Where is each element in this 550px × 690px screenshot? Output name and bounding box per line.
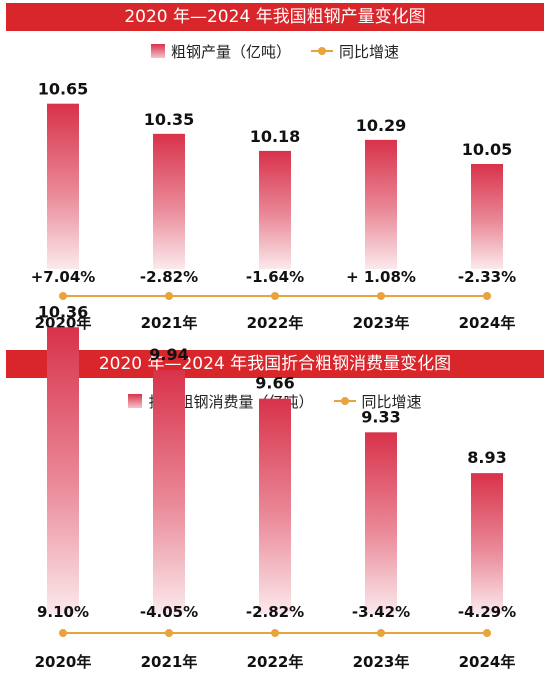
x-tick-label: 2024年 xyxy=(459,653,516,671)
x-tick-label: 2022年 xyxy=(247,653,304,671)
data-label: 10.36 xyxy=(38,302,89,321)
x-tick-label: 2021年 xyxy=(141,653,198,671)
bar xyxy=(365,139,397,269)
growth-point xyxy=(483,292,491,300)
growth-label: -2.82% xyxy=(140,268,198,286)
data-label: 9.66 xyxy=(255,374,294,393)
chart-title: 2020 年—2024 年我国粗钢产量变化图 xyxy=(6,3,544,31)
x-tick-label: 2020年 xyxy=(35,653,92,671)
growth-label: +7.04% xyxy=(31,268,96,286)
legend-item-bar: 粗钢产量（亿吨） xyxy=(150,41,291,62)
legend-line-marker-icon xyxy=(311,47,333,55)
legend-label: 同比增速 xyxy=(361,392,422,411)
growth-label: -1.64% xyxy=(246,268,304,286)
growth-label: -4.05% xyxy=(140,603,198,621)
x-tick-label: 2023年 xyxy=(353,314,410,332)
data-label: 10.35 xyxy=(144,110,195,129)
chart-panel-2: 2020 年—2024 年我国折合粗钢消费量变化图 折合粗钢消费量（亿吨） 同比… xyxy=(0,302,550,690)
legend-line-marker-icon xyxy=(333,397,356,405)
x-tick-label: 2022年 xyxy=(247,314,304,332)
legend-label: 同比增速 xyxy=(339,42,400,61)
legend-item-line: 同比增速 xyxy=(333,391,422,412)
bar xyxy=(153,133,185,269)
data-label: 10.18 xyxy=(250,127,301,146)
bar xyxy=(47,103,79,269)
growth-point xyxy=(377,292,385,300)
legend-label: 粗钢产量（亿吨） xyxy=(170,42,291,61)
x-tick-label: 2024年 xyxy=(459,314,516,332)
x-tick-label: 2023年 xyxy=(353,653,410,671)
bar xyxy=(365,432,397,614)
bar xyxy=(471,163,503,269)
growth-label: -3.42% xyxy=(352,603,410,621)
data-label: 9.94 xyxy=(149,345,188,364)
growth-point xyxy=(377,629,385,637)
chart-plot: 10.65 10.35 10.18 10.29 10.05 +7.04% -2.82% -1.… xyxy=(31,80,516,332)
chart-legend: 粗钢产量（亿吨） 同比增速 xyxy=(0,40,550,62)
x-tick-label: 2021年 xyxy=(141,314,198,332)
chart-panel-1: 2020 年—2024 年我国粗钢产量变化图 粗钢产量（亿吨） 同比增速 10.… xyxy=(0,3,550,332)
growth-label: -2.82% xyxy=(246,603,304,621)
bar xyxy=(259,150,291,269)
growth-point xyxy=(483,629,491,637)
growth-label: -4.29% xyxy=(458,603,516,621)
data-label: 10.65 xyxy=(38,80,89,99)
growth-label: -2.33% xyxy=(458,268,516,286)
bar xyxy=(153,370,185,614)
growth-point xyxy=(59,629,67,637)
growth-point xyxy=(59,292,67,300)
bar xyxy=(47,327,79,614)
legend-bar-swatch-icon xyxy=(128,394,143,408)
data-label: 9.33 xyxy=(361,407,400,426)
growth-label: + 1.08% xyxy=(346,268,416,286)
data-label: 10.29 xyxy=(356,116,407,135)
data-label: 8.93 xyxy=(467,448,506,467)
growth-point xyxy=(271,629,279,637)
bar xyxy=(471,473,503,614)
chart-title: 2020 年—2024 年我国折合粗钢消费量变化图 xyxy=(6,350,544,378)
growth-point xyxy=(271,292,279,300)
legend-bar-swatch-icon xyxy=(150,44,165,58)
growth-point xyxy=(165,629,173,637)
bar xyxy=(259,398,291,614)
chart-plot: 10.36 9.94 9.66 9.33 8.93 9.10% -4.05% -2.82% -3… xyxy=(35,302,517,671)
legend-item-line: 同比增速 xyxy=(311,41,399,62)
growth-point xyxy=(165,292,173,300)
data-label: 10.05 xyxy=(462,140,513,159)
growth-label: 9.10% xyxy=(37,603,89,621)
